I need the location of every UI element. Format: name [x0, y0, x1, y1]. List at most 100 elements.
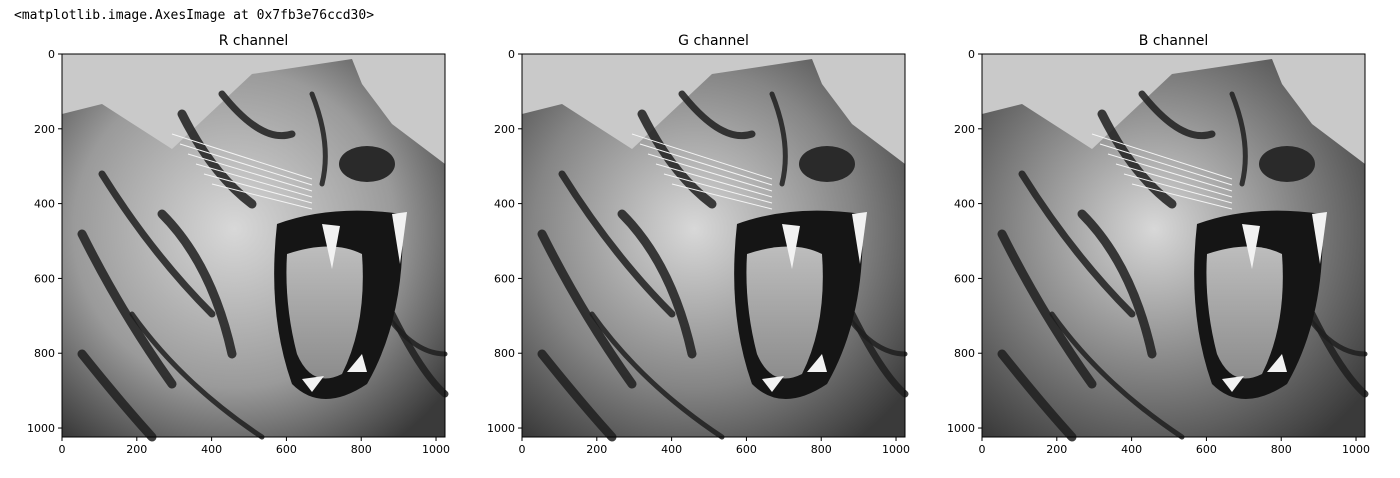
- tiger-tongue: [1206, 246, 1283, 379]
- y-tick-label: 0: [48, 48, 55, 61]
- x-tick-label: 0: [979, 443, 986, 456]
- tiger-stripe: [218, 90, 296, 140]
- subplot-2: G channel 0 200 400 600 800 1000 0 200 400 600 800 1…: [460, 0, 920, 478]
- tiger-stripe: [589, 311, 725, 440]
- subplot-3: B channel 0 200 400 600 800 1000 0 200 400 600 800 1…: [920, 0, 1380, 478]
- tiger-nose: [1259, 146, 1315, 182]
- tiger-whisker: [203, 173, 313, 204]
- tiger-fang: [302, 376, 324, 392]
- subplot-title: R channel: [218, 33, 289, 49]
- x-tick-label: 800: [811, 443, 832, 456]
- tiger-fang: [852, 212, 867, 264]
- y-tick-label: 400: [954, 198, 975, 211]
- y-tick-label: 600: [34, 272, 55, 285]
- x-tick-label: 1000: [1342, 443, 1370, 456]
- x-tick-label: 200: [126, 443, 147, 456]
- tiger-image: 0 200 400 600 800 1000 0 200 400 600 800 1000: [947, 48, 1370, 456]
- cell-output-text: <matplotlib.image.AxesImage at 0x7fb3e76…: [14, 8, 375, 23]
- tiger-stripe: [637, 109, 717, 209]
- y-tick-label: 600: [954, 272, 975, 285]
- tiger-whisker: [195, 163, 313, 198]
- y-tick-label: 800: [954, 347, 975, 360]
- tiger-whisker: [639, 143, 773, 186]
- tiger-stripe: [77, 229, 177, 389]
- tiger-fang: [1242, 224, 1260, 269]
- tiger-tongue: [746, 246, 823, 379]
- tiger-tongue: [286, 246, 363, 379]
- tiger-whisker: [1115, 163, 1233, 198]
- tiger-fang: [347, 354, 367, 372]
- tiger-stripe: [177, 109, 257, 209]
- tiger-whisker: [1123, 173, 1233, 204]
- tiger-whisker: [187, 153, 313, 192]
- tiger-stripe: [77, 349, 157, 442]
- tiger-whisker: [647, 153, 773, 192]
- tiger-whisker: [211, 183, 313, 210]
- axes: 0 200 400 600 800 1000 0 200 400 600 800 1000: [487, 48, 910, 456]
- y-tick-label: 0: [508, 48, 515, 61]
- x-tick-label: 400: [661, 443, 682, 456]
- tiger-fang: [322, 224, 340, 269]
- tiger-stripe: [129, 311, 265, 440]
- tiger-fang: [782, 224, 800, 269]
- y-tick-label: 200: [34, 123, 55, 136]
- tiger-stripe: [997, 229, 1097, 389]
- tiger-nose: [339, 146, 395, 182]
- y-tick-label: 1000: [947, 422, 975, 435]
- tiger-fang: [1312, 212, 1327, 264]
- tiger-stripe: [1229, 91, 1248, 187]
- axes-frame: [981, 53, 1366, 438]
- tiger-fang: [762, 376, 784, 392]
- tiger-stripe: [1049, 311, 1185, 440]
- tiger-whisker: [655, 163, 773, 198]
- tiger-stripe: [1097, 109, 1177, 209]
- y-tick-label: 400: [494, 198, 515, 211]
- tiger-image: 0 200 400 600 800 1000 0 200 400 600 800 1000: [27, 48, 450, 456]
- tiger-stripe: [769, 91, 788, 187]
- y-tick-label: 400: [34, 198, 55, 211]
- tiger-whisker: [1107, 153, 1233, 192]
- tiger-stripe: [537, 349, 617, 442]
- tiger-stripe: [617, 209, 697, 359]
- tiger-whisker: [663, 173, 773, 204]
- tiger-stripe: [98, 170, 216, 318]
- x-tick-label: 400: [201, 443, 222, 456]
- y-tick-label: 1000: [487, 422, 515, 435]
- y-tick-label: 200: [494, 123, 515, 136]
- tiger-nose: [799, 146, 855, 182]
- axes-frame: [61, 53, 446, 438]
- tiger-whisker: [179, 143, 313, 186]
- x-tick-label: 800: [351, 443, 372, 456]
- x-tick-label: 600: [276, 443, 297, 456]
- x-tick-label: 200: [586, 443, 607, 456]
- tiger-stripe: [1077, 209, 1157, 359]
- subplot-title: B channel: [1138, 33, 1209, 49]
- tiger-stripe: [309, 91, 328, 187]
- y-tick-label: 0: [968, 48, 975, 61]
- tiger-fang: [1267, 354, 1287, 372]
- subplot-title: G channel: [678, 33, 749, 49]
- tiger-stripe: [1018, 170, 1136, 318]
- x-tick-label: 200: [1046, 443, 1067, 456]
- x-tick-label: 400: [1121, 443, 1142, 456]
- x-tick-label: 800: [1271, 443, 1292, 456]
- tiger-stripe: [157, 209, 237, 359]
- y-tick-label: 800: [34, 347, 55, 360]
- tiger-fang: [1222, 376, 1244, 392]
- tiger-fang: [392, 212, 407, 264]
- x-tick-label: 600: [736, 443, 757, 456]
- tiger-whisker: [171, 133, 313, 180]
- x-tick-label: 0: [59, 443, 66, 456]
- tiger-stripe: [558, 170, 676, 318]
- y-tick-label: 1000: [27, 422, 55, 435]
- x-tick-label: 1000: [882, 443, 910, 456]
- tiger-whisker: [1099, 143, 1233, 186]
- x-tick-label: 1000: [422, 443, 450, 456]
- y-tick-label: 200: [954, 123, 975, 136]
- axes: 0 200 400 600 800 1000 0 200 400 600 800 1000: [947, 48, 1370, 456]
- tiger-stripe: [537, 229, 637, 389]
- x-tick-label: 600: [1196, 443, 1217, 456]
- tiger-stripe: [1138, 90, 1216, 140]
- tiger-whisker: [631, 133, 773, 180]
- tiger-image: 0 200 400 600 800 1000 0 200 400 600 800 1000: [487, 48, 910, 456]
